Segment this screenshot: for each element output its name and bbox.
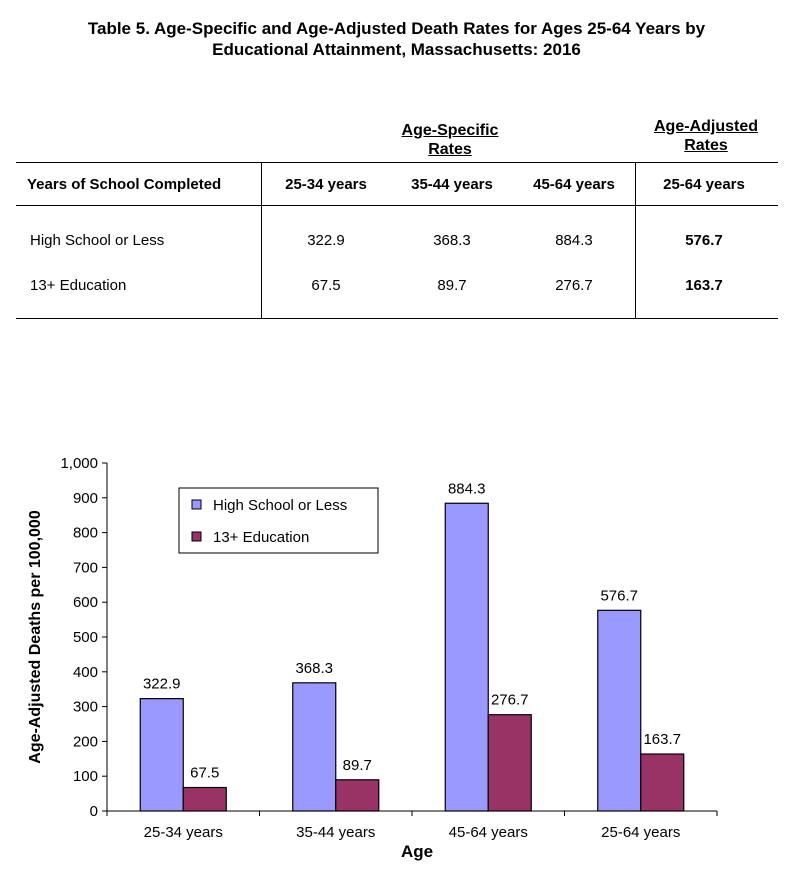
table-divider-left [261, 162, 262, 319]
group-header-age-specific-line1: Age-Specific [401, 122, 499, 139]
table-divider-right [635, 162, 636, 319]
data-label: 67.5 [190, 765, 219, 782]
table-cell: 67.5 [311, 277, 341, 294]
table-cell-adjusted: 163.7 [685, 277, 723, 294]
title-line-2: Educational Attainment, Massachusetts: 2… [212, 40, 581, 59]
x-tick-label: 45-64 years [449, 824, 528, 841]
y-tick-label: 1,000 [60, 455, 98, 472]
row-label-13-plus: 13+ Education [30, 277, 127, 294]
table-top-rule [16, 162, 778, 163]
legend-swatch [191, 531, 202, 542]
group-header-age-specific: Age-Specific Rates [380, 121, 520, 159]
bar [597, 609, 642, 812]
bar [640, 753, 685, 812]
bar [444, 502, 489, 812]
table-bottom-rule [16, 318, 778, 319]
bar [292, 682, 337, 812]
title-line-1: Table 5. Age-Specific and Age-Adjusted D… [87, 19, 706, 38]
table-cell-adjusted: 576.7 [685, 232, 723, 249]
y-tick-label: 700 [73, 559, 98, 576]
x-tick-label: 25-64 years [601, 824, 680, 841]
bar [487, 714, 532, 812]
legend-box [178, 487, 379, 554]
bar [139, 698, 184, 812]
data-label: 276.7 [491, 692, 529, 709]
y-tick-label: 300 [73, 699, 98, 716]
data-label: 89.7 [343, 757, 372, 774]
table-cell: 276.7 [555, 277, 593, 294]
x-axis-title: Age [401, 842, 433, 861]
x-tick-label: 25-34 years [144, 824, 223, 841]
row-label-high-school: High School or Less [30, 232, 165, 249]
y-axis-title: Age-Adjusted Deaths per 100,000 [27, 510, 44, 764]
x-tick-label: 35-44 years [296, 824, 375, 841]
y-tick-label: 0 [90, 803, 98, 820]
column-header-45-64: 45-64 years [533, 176, 615, 193]
group-header-age-adjusted-line1: Age-Adjusted [654, 118, 758, 135]
column-header-25-34: 25-34 years [285, 176, 367, 193]
legend-swatch [191, 499, 202, 510]
group-header-age-adjusted-line2: Rates [684, 137, 728, 154]
y-tick-label: 500 [73, 629, 98, 646]
data-label: 322.9 [143, 676, 181, 693]
table-header-rule [16, 205, 778, 206]
y-tick-label: 100 [73, 768, 98, 785]
y-tick-label: 400 [73, 664, 98, 681]
column-header-years: Years of School Completed [27, 176, 222, 193]
legend-label: High School or Less [213, 497, 347, 514]
y-tick-label: 800 [73, 525, 98, 542]
data-label: 576.7 [600, 587, 638, 604]
bar [335, 779, 380, 812]
table-cell: 322.9 [307, 232, 345, 249]
group-header-age-adjusted: Age-Adjusted Rates [636, 117, 776, 155]
page-title: Table 5. Age-Specific and Age-Adjusted D… [0, 18, 793, 60]
column-header-25-64: 25-64 years [663, 176, 745, 193]
legend-label: 13+ Education [213, 529, 309, 546]
y-tick-label: 200 [73, 733, 98, 750]
group-header-age-specific-line2: Rates [428, 141, 472, 158]
y-tick-label: 900 [73, 490, 98, 507]
column-header-35-44: 35-44 years [411, 176, 493, 193]
table-cell: 368.3 [433, 232, 471, 249]
data-label: 163.7 [643, 731, 681, 748]
data-label: 368.3 [295, 660, 333, 677]
y-tick-label: 600 [73, 594, 98, 611]
data-label: 884.3 [448, 480, 486, 497]
table-cell: 884.3 [555, 232, 593, 249]
table-cell: 89.7 [437, 277, 467, 294]
bar [182, 786, 227, 812]
